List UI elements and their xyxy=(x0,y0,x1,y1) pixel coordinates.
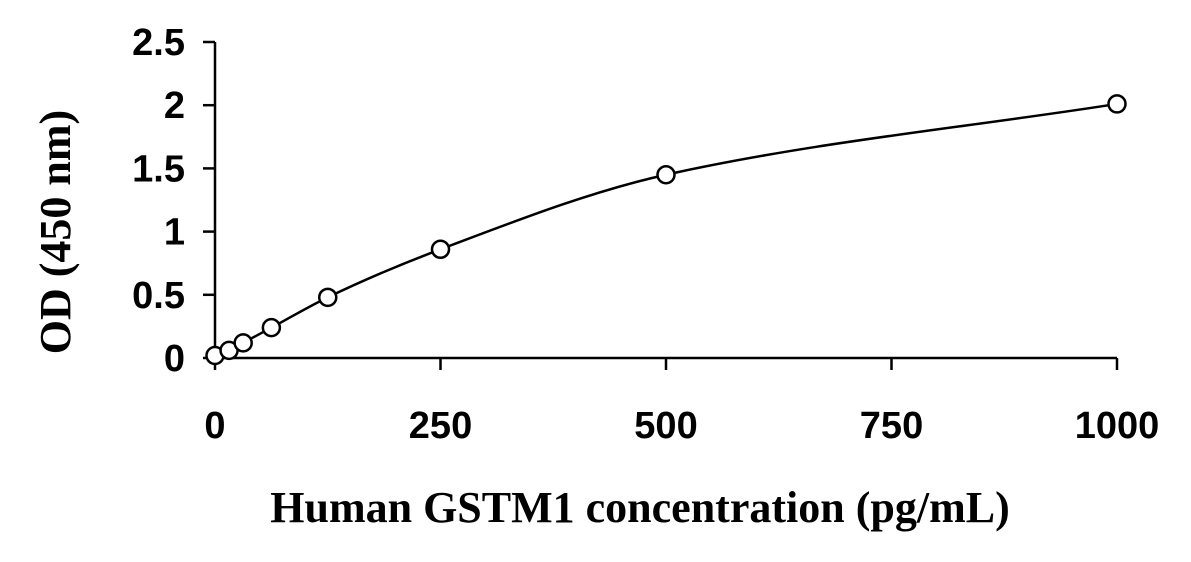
data-point xyxy=(1107,94,1127,114)
y-tick-label: 1 xyxy=(164,212,185,254)
x-tick-label: 500 xyxy=(634,405,697,447)
x-axis-title: Human GSTM1 concentration (pg/mL) xyxy=(270,483,1009,532)
x-tick-label: 750 xyxy=(860,405,923,447)
y-tick-label: 2.5 xyxy=(132,22,185,64)
data-point xyxy=(261,317,282,338)
data-point xyxy=(656,164,676,185)
x-tick-label: 1000 xyxy=(1075,405,1160,447)
y-axis-title: OD (450 nm) xyxy=(31,110,80,354)
y-tick-label: 1.5 xyxy=(132,148,185,190)
x-tick-label: 250 xyxy=(409,405,472,447)
y-tick-label: 0.5 xyxy=(132,275,185,317)
x-tick-label: 0 xyxy=(204,405,225,447)
y-tick-label: 2 xyxy=(164,85,185,127)
y-axis-ticks: 0 0.5 1 1.5 2 2.5 xyxy=(132,22,215,380)
fitted-curve xyxy=(214,102,1118,357)
data-points xyxy=(205,94,1127,366)
data-point xyxy=(233,333,253,353)
data-point xyxy=(318,287,338,308)
data-point xyxy=(430,239,451,260)
x-axis-ticks: 0 250 500 750 1000 xyxy=(204,358,1159,447)
y-tick-label: 0 xyxy=(164,338,185,380)
